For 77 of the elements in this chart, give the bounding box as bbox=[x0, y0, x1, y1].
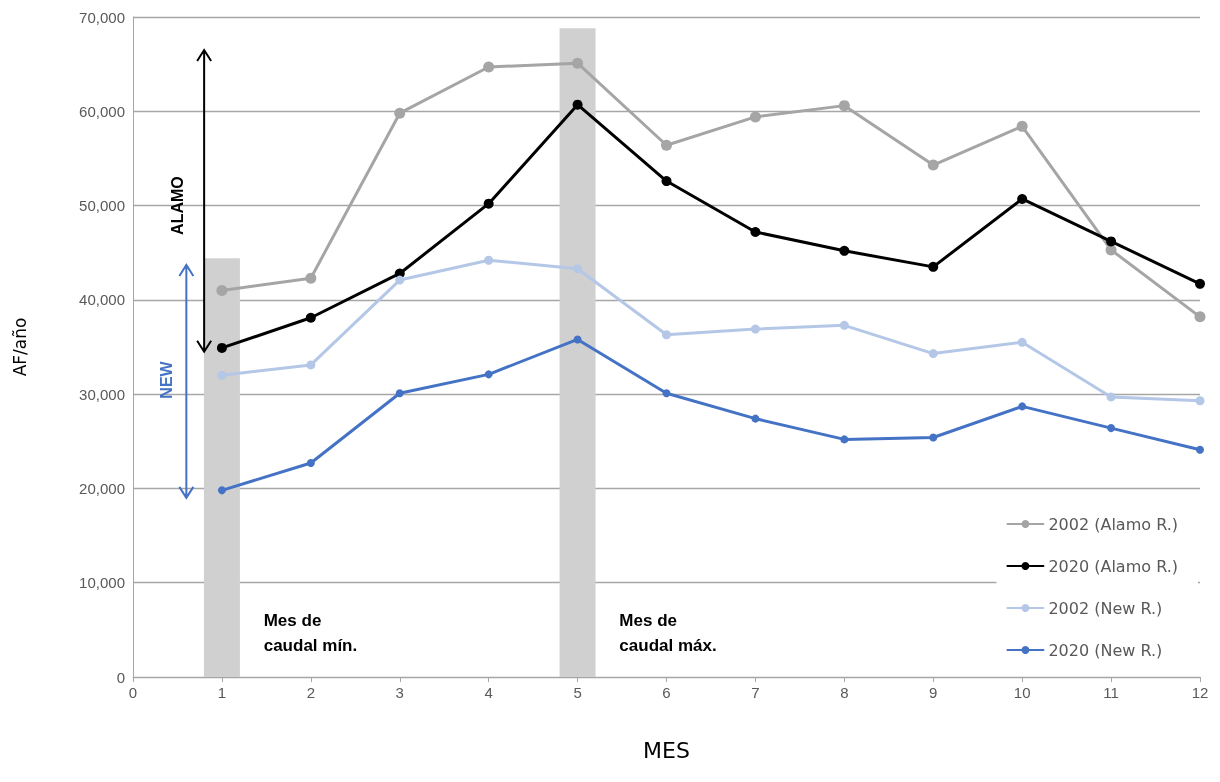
x-tick-label: 9 bbox=[929, 684, 938, 701]
x-tick-label: 10 bbox=[1013, 684, 1031, 701]
point bbox=[839, 320, 849, 330]
point bbox=[927, 159, 939, 171]
point bbox=[483, 61, 495, 73]
point bbox=[1194, 311, 1206, 323]
legend-label: 2002 (Alamo R.) bbox=[1048, 514, 1178, 534]
point bbox=[306, 458, 315, 467]
point bbox=[572, 99, 583, 110]
y-tick-label: 0 bbox=[116, 668, 125, 686]
point bbox=[662, 389, 671, 398]
annotation: NEW bbox=[158, 360, 176, 399]
point bbox=[750, 324, 760, 334]
point bbox=[573, 335, 582, 344]
point bbox=[484, 370, 493, 379]
x-tick-label: 3 bbox=[395, 684, 404, 701]
point bbox=[750, 226, 761, 237]
legend-label: 2002 (New R.) bbox=[1048, 598, 1163, 618]
point bbox=[1106, 236, 1117, 247]
y-tick-label: 50,000 bbox=[79, 197, 125, 215]
x-tick-label: 11 bbox=[1103, 684, 1119, 701]
point bbox=[305, 272, 317, 284]
x-tick-label: 8 bbox=[840, 684, 849, 701]
point bbox=[483, 198, 494, 209]
point bbox=[840, 435, 849, 444]
point bbox=[662, 330, 671, 340]
x-tick-label: 7 bbox=[751, 684, 760, 701]
annotation: Mes de caudal máx. bbox=[619, 611, 717, 656]
point bbox=[838, 100, 850, 112]
point bbox=[216, 284, 228, 296]
y-tick-label: 30,000 bbox=[79, 385, 125, 403]
point bbox=[1196, 445, 1204, 454]
point bbox=[1195, 278, 1205, 289]
point bbox=[928, 349, 938, 359]
point bbox=[573, 264, 583, 274]
y-tick-label: 20,000 bbox=[79, 479, 125, 497]
annotation: Mes de caudal mín. bbox=[263, 611, 358, 656]
y-axis-title: AF/año bbox=[9, 317, 30, 377]
point bbox=[484, 255, 494, 265]
x-tick-label: 5 bbox=[573, 684, 582, 701]
y-tick-label: 40,000 bbox=[79, 291, 125, 309]
point bbox=[928, 261, 939, 272]
point bbox=[1016, 120, 1028, 132]
point bbox=[572, 57, 584, 69]
point bbox=[306, 360, 316, 370]
x-tick-label: 0 bbox=[128, 684, 138, 701]
point bbox=[751, 414, 760, 423]
point bbox=[661, 139, 672, 151]
point bbox=[1195, 396, 1205, 406]
annotation: ALAMO bbox=[168, 176, 186, 235]
point bbox=[395, 275, 405, 285]
point bbox=[749, 111, 761, 123]
point bbox=[1106, 392, 1116, 402]
point bbox=[395, 389, 404, 398]
x-tick-label: 1 bbox=[217, 684, 227, 701]
legend-label: 2020 (New R.) bbox=[1048, 640, 1163, 660]
point bbox=[929, 433, 938, 442]
point bbox=[217, 486, 226, 495]
y-tick-label: 60,000 bbox=[79, 102, 125, 120]
point bbox=[1018, 402, 1027, 411]
point bbox=[305, 312, 316, 323]
point bbox=[661, 176, 672, 187]
legend-label: 2020 (Alamo R.) bbox=[1048, 556, 1178, 576]
x-tick-label: 12 bbox=[1191, 684, 1209, 701]
x-tick-label: 2 bbox=[306, 684, 316, 701]
point bbox=[1107, 424, 1116, 433]
y-tick-label: 70,000 bbox=[79, 8, 125, 26]
x-tick-label: 6 bbox=[662, 684, 671, 701]
x-tick-label: 4 bbox=[484, 684, 493, 701]
y-tick-label: 10,000 bbox=[79, 574, 125, 592]
point bbox=[1017, 337, 1027, 347]
point bbox=[216, 342, 227, 353]
point bbox=[394, 107, 406, 119]
point bbox=[217, 370, 227, 380]
x-axis-title: MES bbox=[643, 737, 690, 763]
point bbox=[1017, 193, 1028, 204]
point bbox=[839, 245, 850, 256]
